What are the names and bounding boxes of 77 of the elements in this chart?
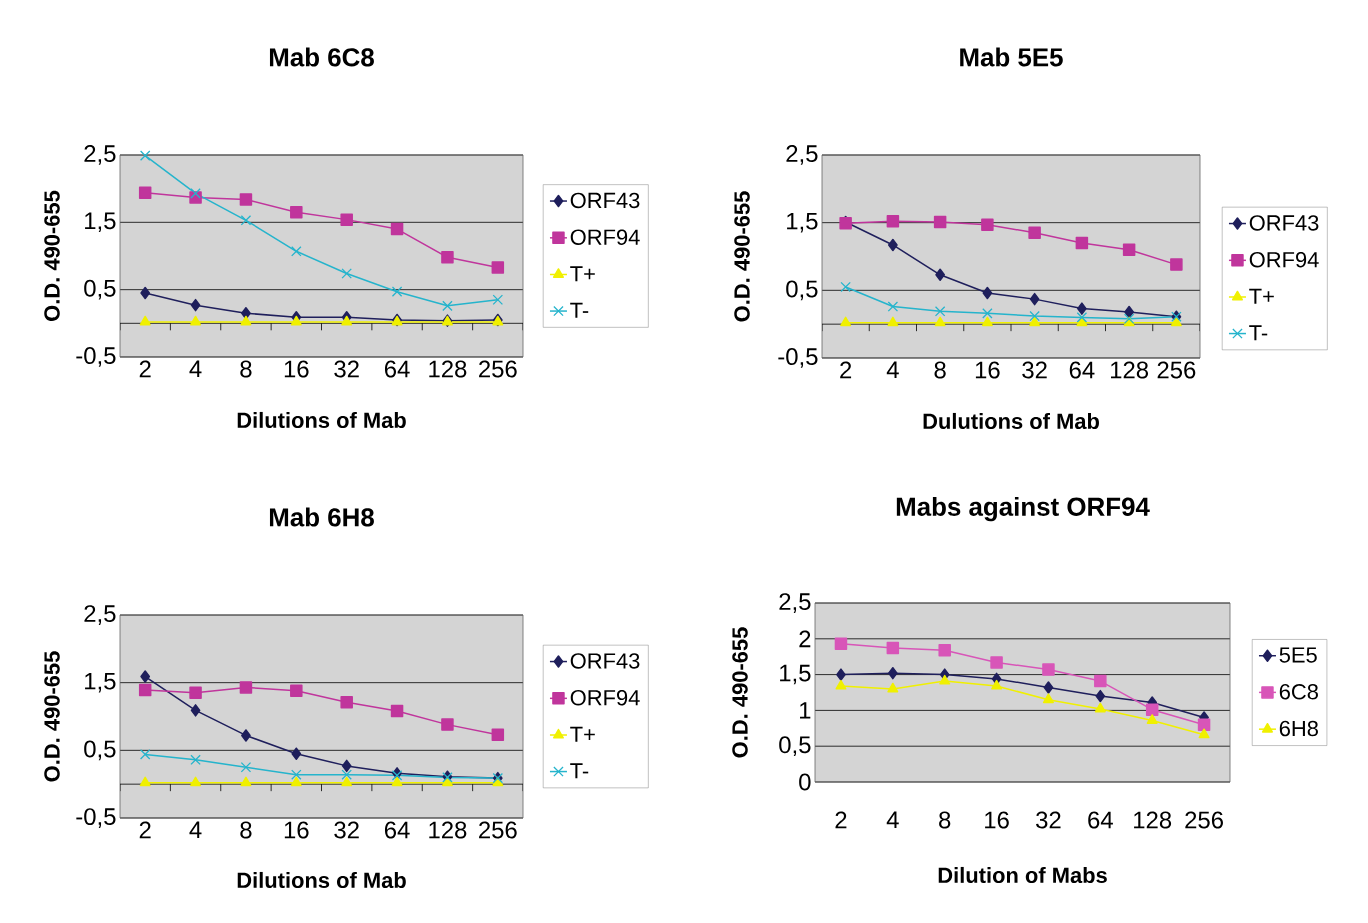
x-tick-label: 4 — [189, 821, 202, 838]
y-tick-label: 0,5 — [84, 740, 116, 761]
x-tick-label: 4 — [189, 360, 202, 377]
x-tick-label: 256 — [479, 360, 517, 378]
legend-label: T- — [570, 763, 589, 779]
x-tick-label: 2 — [840, 361, 852, 379]
y-tick-label: 0,5 — [84, 279, 116, 300]
x-axis-title: Dilutions of Mab — [237, 871, 406, 889]
y-tick-label: 1,5 — [780, 664, 811, 685]
y-tick-label: 2,5 — [84, 605, 116, 625]
y-tick-label: 2,5 — [84, 145, 116, 165]
x-tick-label: 128 — [429, 821, 467, 839]
x-tick-label: 256 — [1157, 361, 1196, 379]
x-axis-title: Dulutions of Mab — [923, 412, 1099, 430]
legend-label: T- — [570, 302, 589, 318]
x-tick-label: 256 — [479, 821, 517, 839]
x-tick-label: 32 — [334, 821, 359, 839]
y-tick-label: 2,5 — [779, 593, 811, 613]
x-tick-label: 2 — [139, 360, 151, 378]
chart-title: Mab 6C8 — [269, 47, 374, 67]
x-tick-label: 64 — [1069, 361, 1095, 379]
y-tick-label: 0,5 — [786, 280, 818, 301]
y-axis-title: O.D. 490-655 — [732, 627, 748, 758]
x-tick-label: 128 — [1134, 811, 1172, 829]
x-axis-title: Dilution of Mabs — [938, 866, 1107, 884]
x-tick-label: 32 — [1036, 811, 1061, 829]
y-axis-title: O.D. 490-655 — [44, 190, 60, 321]
x-tick-label: 16 — [284, 360, 309, 378]
x-tick-label: 256 — [1185, 811, 1223, 829]
x-tick-label: 128 — [429, 360, 467, 378]
y-tick-label: 1,5 — [85, 672, 116, 693]
x-tick-label: 16 — [985, 811, 1009, 829]
y-tick-label: 0,5 — [779, 736, 811, 757]
x-tick-label: 4 — [886, 811, 899, 828]
legend-label: T+ — [570, 266, 595, 282]
x-tick-label: 64 — [1088, 811, 1113, 829]
x-tick-label: 32 — [1022, 361, 1047, 379]
legend-label: ORF94 — [1249, 251, 1319, 268]
x-tick-label: 4 — [886, 361, 899, 378]
y-tick-label: 0 — [799, 773, 811, 791]
legend-label: ORF43 — [1249, 215, 1319, 231]
y-tick-label: -0,5 — [76, 347, 116, 367]
y-tick-label: 1 — [800, 702, 811, 719]
x-tick-label: 64 — [384, 821, 410, 839]
x-tick-label: 8 — [939, 811, 951, 829]
chart-title: Mab 6H8 — [269, 507, 374, 527]
x-axis-title: Dilutions of Mab — [237, 411, 406, 429]
y-tick-label: 2,5 — [786, 145, 818, 165]
y-axis-title: O.D. 490-655 — [734, 191, 750, 322]
legend-label: ORF94 — [570, 689, 640, 706]
x-tick-label: 2 — [139, 821, 151, 839]
legend-label: 6H8 — [1279, 720, 1318, 737]
legend-label: T+ — [570, 726, 595, 742]
x-tick-label: 2 — [835, 811, 847, 829]
chart-title: Mabs against ORF94 — [896, 496, 1150, 522]
y-tick-label: 2 — [799, 630, 811, 648]
x-tick-label: 128 — [1111, 361, 1149, 379]
legend-label: T- — [1249, 325, 1268, 341]
legend-label: ORF94 — [570, 229, 640, 245]
x-tick-label: 32 — [334, 360, 359, 378]
legend-label: ORF43 — [570, 653, 640, 669]
chart-title: Mab 5E5 — [960, 47, 1063, 67]
legend-label: T+ — [1249, 288, 1274, 304]
y-axis-title: O.D. 490-655 — [44, 651, 60, 782]
legend-label: ORF43 — [570, 192, 640, 209]
x-tick-label: 64 — [384, 360, 410, 378]
y-tick-label: 1,5 — [85, 212, 116, 233]
x-tick-label: 8 — [240, 360, 252, 378]
y-tick-label: 1,5 — [787, 212, 818, 233]
x-tick-label: 8 — [240, 821, 252, 839]
legend-label: 6C8 — [1279, 683, 1318, 700]
x-tick-label: 16 — [284, 821, 309, 839]
y-tick-label: -0,5 — [76, 808, 116, 828]
x-tick-label: 8 — [934, 361, 946, 379]
x-tick-label: 16 — [975, 361, 1000, 379]
legend-label: 5E5 — [1279, 647, 1317, 663]
y-tick-label: -0,5 — [778, 348, 818, 368]
